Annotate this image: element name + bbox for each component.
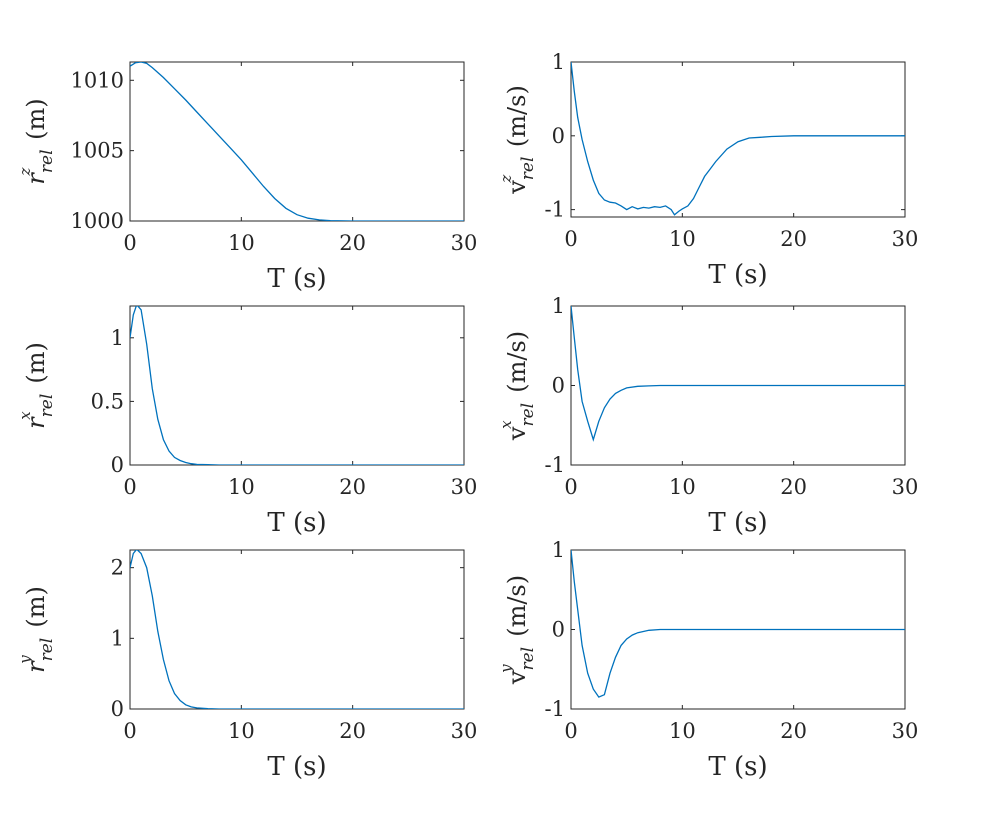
y-label-superscript: z bbox=[497, 175, 515, 184]
series-line bbox=[130, 62, 464, 221]
y-axis-label: vrely (m/s) bbox=[497, 575, 538, 685]
y-label-superscript: y bbox=[497, 664, 515, 674]
x-tick-label: 10 bbox=[228, 719, 255, 743]
y-tick-label: 0 bbox=[552, 618, 565, 642]
x-tick-label: 30 bbox=[892, 227, 919, 251]
x-axis-label: T (s) bbox=[267, 508, 326, 538]
y-label-subscript: rel bbox=[518, 647, 538, 671]
y-label-unit: (m) bbox=[22, 586, 50, 635]
plot-area bbox=[129, 549, 465, 710]
series-line bbox=[571, 62, 905, 216]
x-axis-label: T (s) bbox=[267, 264, 326, 294]
y-tick-label: 1010 bbox=[71, 68, 124, 92]
x-tick-label: 0 bbox=[564, 475, 577, 499]
plot-area bbox=[129, 305, 465, 466]
y-tick-label: 0 bbox=[111, 453, 124, 477]
y-label-symbol: r bbox=[22, 172, 50, 185]
y-label-subscript: rel bbox=[518, 403, 538, 427]
series-line bbox=[571, 306, 905, 442]
y-axis-label: vrelz (m/s) bbox=[497, 85, 538, 195]
x-tick-label: 0 bbox=[564, 227, 577, 251]
y-tick-label: 0 bbox=[552, 374, 565, 398]
subplot-3: 0 10 20 30 0 0.5 1 T (s) rrelx (m) bbox=[16, 305, 477, 538]
plot-area bbox=[570, 61, 906, 218]
x-tick-label: 10 bbox=[669, 719, 696, 743]
y-axis-label: rrelx (m) bbox=[16, 342, 57, 429]
y-label-unit: (m) bbox=[22, 98, 50, 147]
x-tick-label: 0 bbox=[123, 475, 136, 499]
plot-area bbox=[129, 61, 465, 222]
series-line bbox=[130, 306, 464, 465]
y-tick-label: -1 bbox=[545, 453, 565, 477]
y-label-symbol: v bbox=[503, 180, 531, 195]
y-tick-label: 0 bbox=[111, 697, 124, 721]
y-tick-label: 1000 bbox=[71, 209, 124, 233]
y-tick-label: 1 bbox=[552, 294, 565, 318]
x-tick-label: 20 bbox=[339, 719, 366, 743]
y-label-unit: (m/s) bbox=[503, 85, 531, 155]
y-tick-label: 1 bbox=[552, 538, 565, 562]
x-tick-label: 20 bbox=[780, 475, 807, 499]
x-axis-label: T (s) bbox=[708, 508, 767, 538]
y-tick-label: 0 bbox=[552, 124, 565, 148]
y-label-symbol: v bbox=[503, 426, 531, 441]
y-label-subscript: rel bbox=[37, 638, 57, 662]
y-tick-label: 1 bbox=[552, 50, 565, 74]
y-label-superscript: y bbox=[16, 655, 34, 665]
y-axis-label: rrelz (m) bbox=[16, 98, 57, 184]
y-tick-label: -1 bbox=[545, 198, 565, 222]
x-tick-label: 10 bbox=[228, 231, 255, 255]
series-line bbox=[571, 550, 905, 698]
x-tick-label: 10 bbox=[228, 475, 255, 499]
y-label-subscript: rel bbox=[37, 149, 57, 173]
x-axis-label: T (s) bbox=[708, 260, 767, 290]
series-line bbox=[130, 550, 464, 709]
x-tick-label: 30 bbox=[892, 719, 919, 743]
x-tick-label: 30 bbox=[451, 231, 478, 255]
subplot-5: 0 10 20 30 0 1 2 T (s) rrely (m) bbox=[16, 549, 477, 782]
x-tick-label: 20 bbox=[339, 231, 366, 255]
y-label-symbol: r bbox=[22, 416, 50, 429]
x-tick-label: 20 bbox=[339, 475, 366, 499]
y-label-superscript: x bbox=[16, 411, 34, 420]
y-tick-label: -1 bbox=[545, 697, 565, 721]
y-label-symbol: r bbox=[22, 660, 50, 673]
y-tick-label: 1 bbox=[111, 626, 124, 650]
y-label-unit: (m/s) bbox=[503, 575, 531, 645]
y-tick-label: 2 bbox=[111, 556, 124, 580]
x-axis-label: T (s) bbox=[267, 752, 326, 782]
y-tick-label: 1 bbox=[111, 326, 124, 350]
y-label-unit: (m) bbox=[22, 342, 50, 391]
y-label-subscript: rel bbox=[518, 157, 538, 181]
x-tick-label: 20 bbox=[780, 719, 807, 743]
y-label-symbol: v bbox=[503, 670, 531, 685]
x-tick-label: 30 bbox=[451, 719, 478, 743]
y-label-unit: (m/s) bbox=[503, 331, 531, 401]
y-tick-label: 1005 bbox=[71, 139, 124, 163]
y-tick-label: 0.5 bbox=[91, 389, 124, 413]
subplot-2: 0 10 20 30 -1 0 1 T (s) vrelz (m/s) bbox=[497, 50, 918, 290]
x-tick-label: 10 bbox=[669, 475, 696, 499]
y-axis-label: rrely (m) bbox=[16, 586, 57, 673]
x-axis-label: T (s) bbox=[708, 752, 767, 782]
y-axis-label: vrelx (m/s) bbox=[497, 331, 538, 441]
y-label-superscript: x bbox=[497, 420, 515, 429]
x-tick-label: 20 bbox=[780, 227, 807, 251]
x-tick-label: 0 bbox=[123, 719, 136, 743]
x-tick-label: 0 bbox=[564, 719, 577, 743]
x-tick-label: 30 bbox=[892, 475, 919, 499]
y-label-superscript: z bbox=[16, 167, 34, 176]
y-label-subscript: rel bbox=[37, 394, 57, 418]
x-tick-label: 30 bbox=[451, 475, 478, 499]
subplot-1: 0 10 20 30 1000 1005 1010 T (s) rrelz (m) bbox=[16, 61, 478, 294]
x-tick-label: 10 bbox=[669, 227, 696, 251]
x-tick-label: 0 bbox=[123, 231, 136, 255]
